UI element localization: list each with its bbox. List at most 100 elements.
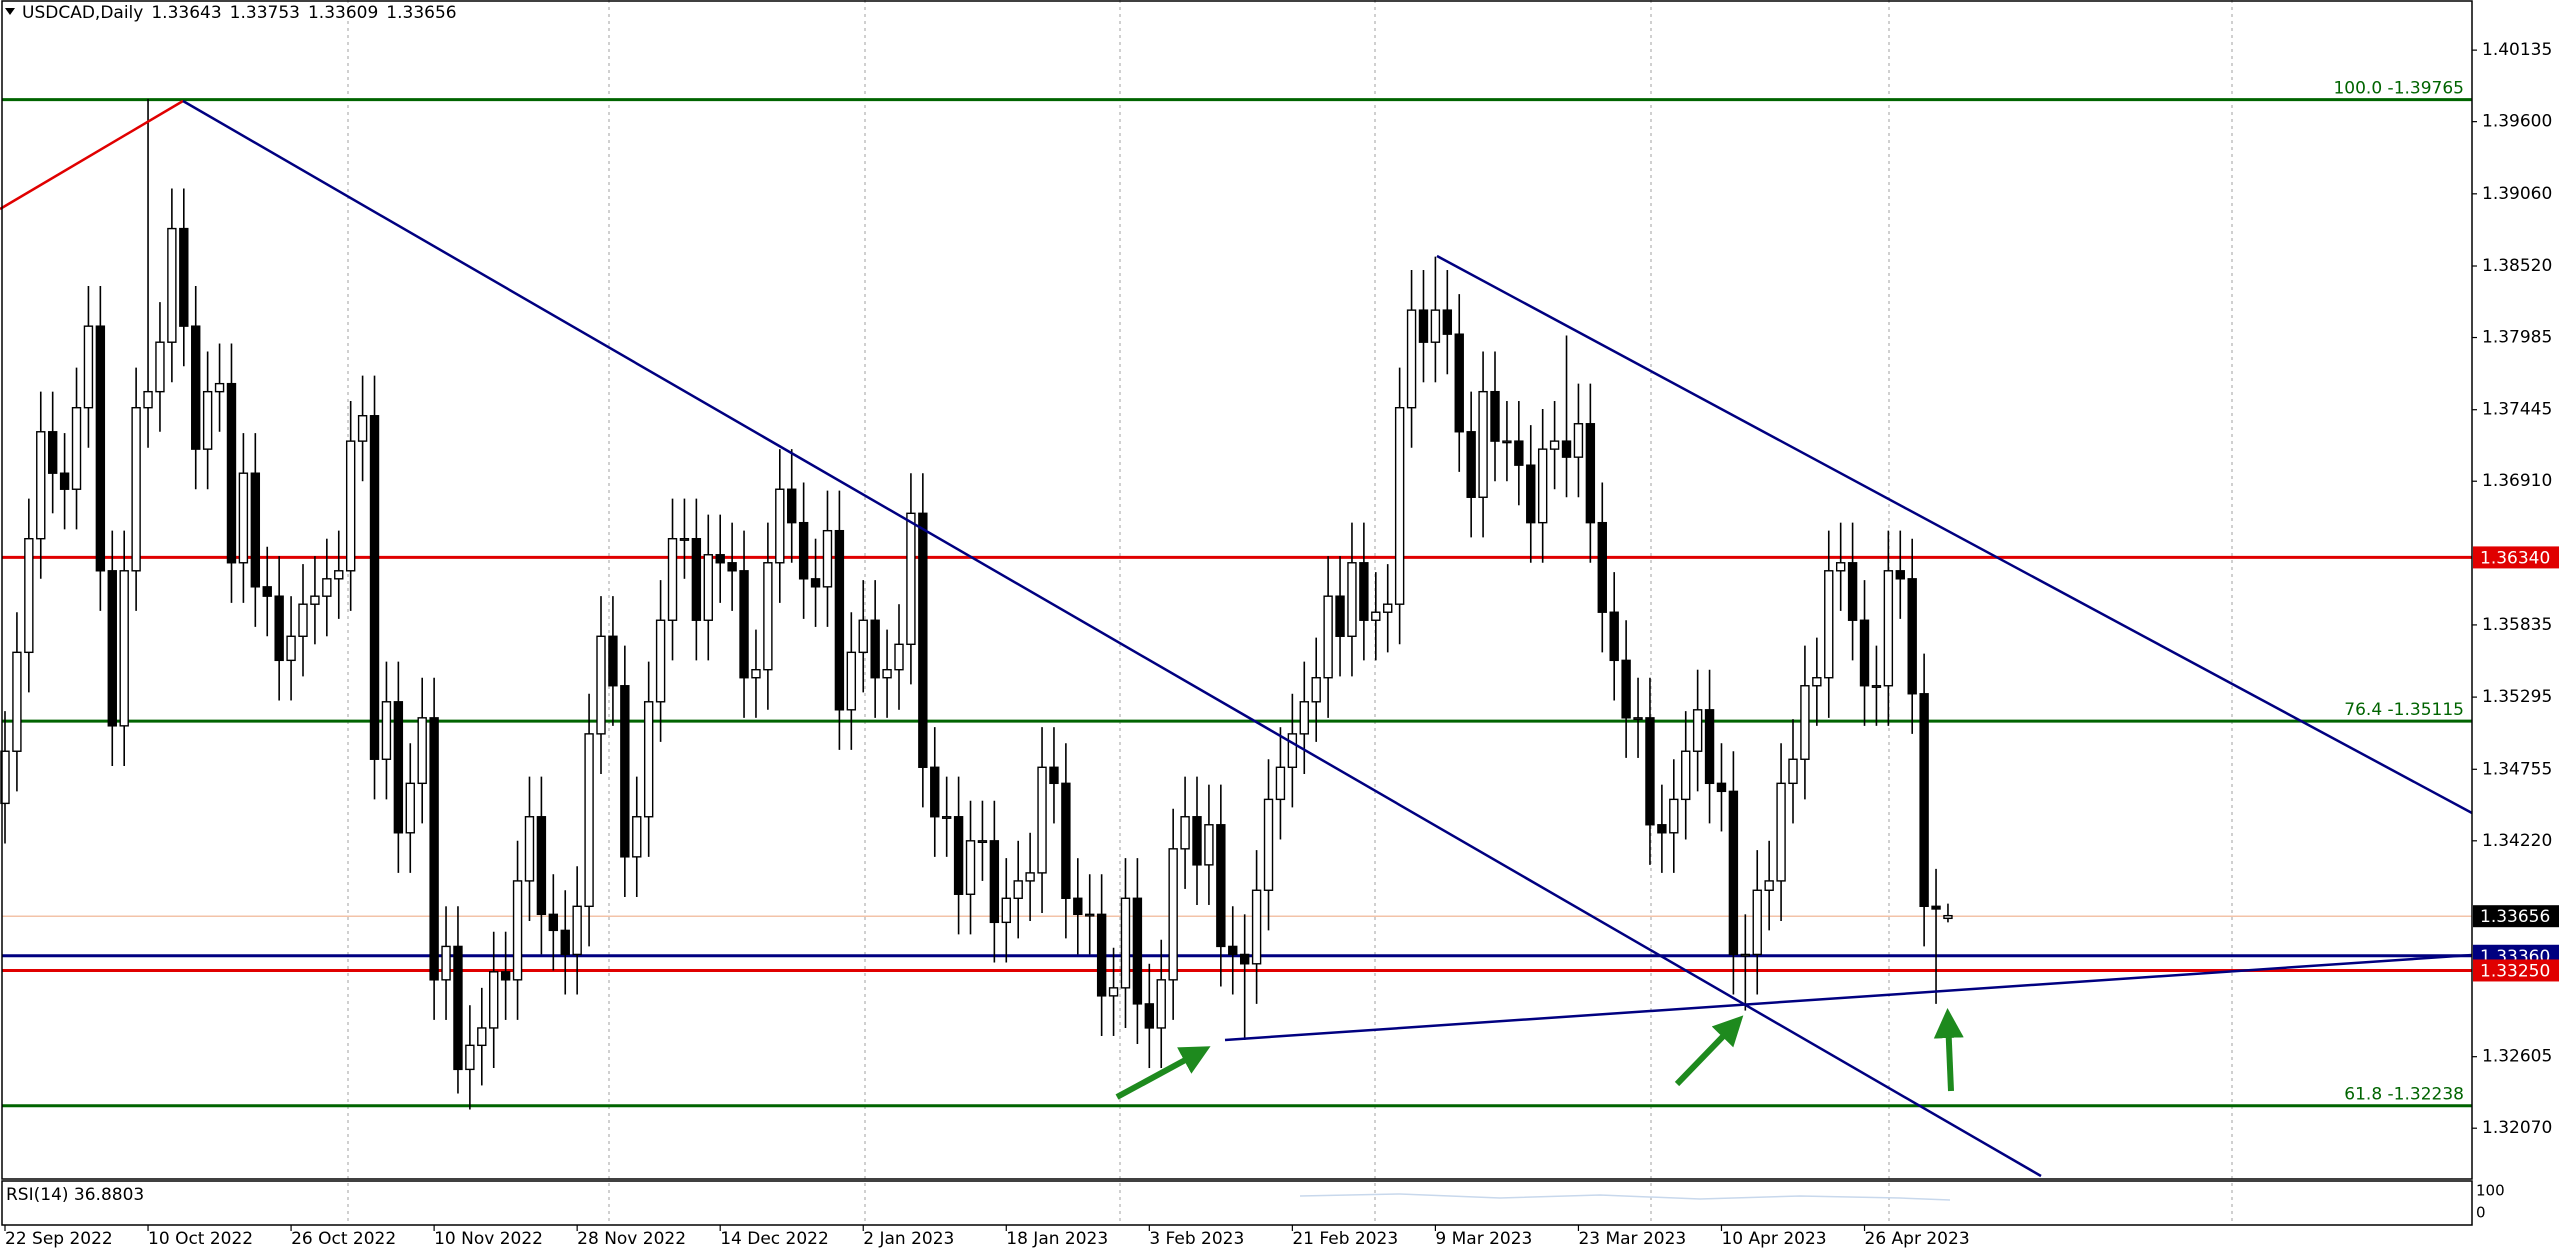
candle-body — [739, 570, 749, 679]
candle-body — [524, 816, 535, 882]
rsi-line — [1299, 1193, 1951, 1201]
candle-body — [405, 782, 415, 834]
candle-body — [858, 619, 868, 654]
candle-body — [1430, 309, 1441, 343]
fib-label: 100.0 -1.39765 — [2333, 79, 2464, 99]
x-tick-label: 21 Feb 2023 — [1292, 1229, 1398, 1249]
candle-body — [1168, 848, 1178, 981]
candle-body — [846, 651, 857, 711]
candle-body — [441, 945, 451, 981]
rsi-label: RSI(14) 36.8803 — [6, 1185, 144, 1205]
fib-label: 76.4 -1.35115 — [2344, 700, 2464, 720]
candle-body — [179, 227, 189, 327]
candle-body — [727, 562, 737, 572]
candle-body — [1800, 685, 1810, 760]
candle-body — [1609, 611, 1619, 662]
x-tick-label: 26 Oct 2022 — [291, 1229, 396, 1249]
candle-body — [632, 816, 642, 858]
candle-body — [1454, 333, 1464, 433]
candle-body — [1514, 440, 1524, 466]
trend-line — [1224, 953, 2473, 1042]
candle-body — [763, 562, 773, 671]
y-tick-label: 1.34755 — [2482, 759, 2552, 779]
y-tick-label: 1.37445 — [2482, 400, 2552, 420]
candle-body — [1204, 824, 1214, 866]
candle-body — [1549, 440, 1560, 450]
candle-body — [465, 1044, 475, 1071]
price-label-box — [2473, 905, 2559, 928]
candle-body — [1919, 693, 1929, 908]
month-separators — [347, 0, 2233, 1225]
candle-body — [930, 766, 940, 818]
candle-body — [1478, 390, 1488, 498]
candle-body — [560, 929, 570, 956]
candle-body — [810, 578, 821, 588]
candle-body — [167, 227, 177, 343]
candle-body — [95, 325, 106, 572]
trend-line — [1436, 254, 2473, 815]
title: USDCAD,Daily — [22, 3, 143, 23]
candle-body — [679, 538, 690, 541]
quote-value: 1.33753 — [230, 3, 300, 23]
candle-body — [0, 750, 10, 805]
y-tick-label: 1.39600 — [2482, 112, 2552, 132]
candle-body — [1049, 766, 1059, 785]
arrow — [1115, 1046, 1211, 1100]
x-tick-label: 28 Nov 2022 — [577, 1229, 686, 1249]
y-tick-label: 1.35295 — [2482, 687, 2552, 707]
candle-body — [1776, 782, 1786, 882]
candle-body — [322, 578, 332, 597]
candles — [0, 98, 1953, 1110]
candle-body — [453, 945, 463, 1071]
candle-body — [71, 407, 82, 490]
candle-body — [1526, 464, 1536, 524]
candle-body — [512, 880, 523, 981]
candle-body — [715, 554, 725, 564]
candle-body — [119, 570, 129, 727]
price-label-box — [2473, 959, 2559, 982]
candle-body — [250, 472, 261, 588]
price-label: 1.33250 — [2480, 961, 2550, 981]
candle-body — [941, 816, 952, 819]
candle-body — [1537, 448, 1548, 524]
candle-body — [143, 390, 153, 409]
y-tick-label: 1.38520 — [2482, 256, 2552, 276]
y-tick-label: 1.39060 — [2482, 184, 2552, 204]
y-tick-label: 1.36910 — [2482, 471, 2552, 491]
candle-body — [1847, 562, 1858, 621]
candle-body — [667, 538, 678, 621]
chart-title: USDCAD,Daily 1.33643 1.33753 1.33609 1.33656 — [22, 3, 457, 23]
candle-body — [584, 733, 594, 908]
candle-body — [393, 701, 404, 834]
candle-body — [1931, 905, 1941, 910]
candle-body — [1883, 570, 1894, 687]
candle-body — [334, 570, 344, 580]
candle-body — [1704, 709, 1715, 785]
candle-body — [1323, 595, 1333, 679]
candle-body — [882, 669, 892, 679]
candle-body — [357, 415, 368, 442]
candle-body — [596, 635, 606, 735]
candle-body — [1466, 431, 1476, 498]
price-label: 1.33656 — [2480, 907, 2550, 927]
x-tick-label: 26 Apr 2023 — [1865, 1229, 1970, 1249]
candle-body — [1871, 685, 1882, 688]
candle-body — [381, 701, 392, 760]
candle-body — [298, 603, 308, 637]
candle-body — [429, 717, 439, 981]
candle-body — [107, 570, 117, 727]
candle-body — [59, 472, 70, 490]
candle-body — [1096, 913, 1107, 997]
candle-body — [989, 840, 1000, 924]
candle-body — [47, 431, 58, 474]
candle-body — [798, 521, 809, 580]
candle-body — [1502, 440, 1512, 444]
x-tick-label: 3 Feb 2023 — [1149, 1229, 1244, 1249]
candle-body — [1859, 619, 1870, 687]
candle-body — [1585, 423, 1596, 524]
candle-body — [226, 382, 237, 564]
candle-body — [1728, 790, 1739, 956]
rsi-pane — [1, 1180, 2473, 1226]
candle-body — [1311, 677, 1321, 703]
